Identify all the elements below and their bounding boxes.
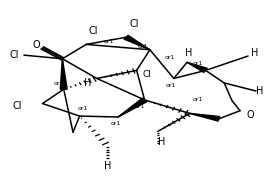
Text: H: H bbox=[251, 48, 258, 58]
Polygon shape bbox=[124, 35, 150, 50]
Polygon shape bbox=[187, 62, 207, 72]
Text: Cl: Cl bbox=[88, 26, 98, 36]
Text: O: O bbox=[247, 110, 255, 120]
Text: H: H bbox=[158, 137, 166, 147]
Text: or1: or1 bbox=[78, 106, 88, 111]
Text: Cl: Cl bbox=[143, 70, 152, 79]
Text: or1: or1 bbox=[138, 44, 148, 49]
Text: H: H bbox=[84, 78, 91, 88]
Text: or1: or1 bbox=[111, 121, 121, 126]
Polygon shape bbox=[60, 59, 67, 89]
Text: H: H bbox=[185, 48, 192, 58]
Text: Cl: Cl bbox=[13, 101, 22, 111]
Text: or1: or1 bbox=[193, 61, 203, 66]
Text: O: O bbox=[32, 40, 40, 50]
Text: H: H bbox=[256, 86, 264, 96]
Text: or1: or1 bbox=[165, 84, 176, 88]
Text: Cl: Cl bbox=[9, 50, 19, 60]
Polygon shape bbox=[118, 98, 147, 117]
Text: or1: or1 bbox=[135, 104, 145, 109]
Text: H: H bbox=[104, 161, 111, 171]
Text: or1: or1 bbox=[104, 39, 114, 44]
Polygon shape bbox=[190, 113, 220, 121]
Text: or1: or1 bbox=[165, 55, 175, 60]
Text: Cl: Cl bbox=[129, 19, 139, 29]
Text: or1: or1 bbox=[193, 97, 203, 102]
Text: or1: or1 bbox=[53, 81, 64, 86]
